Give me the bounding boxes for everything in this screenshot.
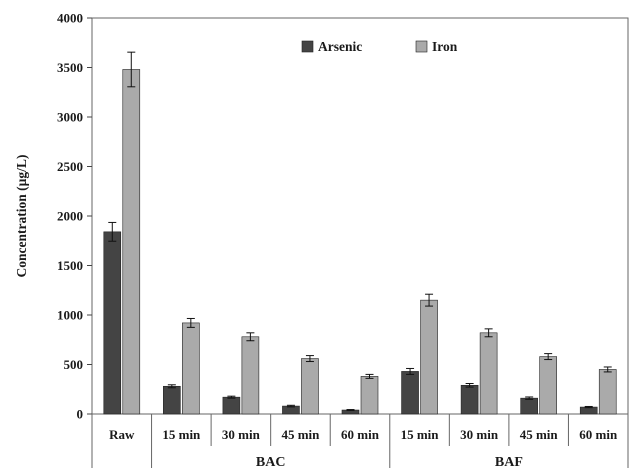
bar-arsenic-7 — [520, 397, 538, 415]
bar-arsenic-0 — [103, 231, 122, 415]
x-category-label: 30 min — [222, 427, 261, 442]
y-tick-label: 0 — [77, 407, 84, 422]
legend-swatch-iron — [415, 40, 428, 53]
y-tick-label: 1500 — [57, 258, 83, 273]
x-category-label: 30 min — [460, 427, 499, 442]
legend-label-iron: Iron — [432, 39, 458, 54]
bars — [103, 69, 617, 415]
bar-iron-6 — [479, 332, 498, 415]
bar-iron-0 — [122, 69, 141, 415]
y-tick-label: 2500 — [57, 159, 83, 174]
group-label-baf: BAF — [495, 455, 523, 468]
y-tick-label: 4000 — [57, 11, 83, 26]
legend-swatch-arsenic — [301, 40, 314, 53]
bar-arsenic-2 — [222, 396, 241, 415]
bar-arsenic-1 — [163, 385, 181, 415]
bar-iron-4 — [360, 376, 379, 415]
y-axis-ticks: 0 500 1000 1500 2000 2500 3000 3500 4000 — [57, 11, 92, 422]
x-category-label: 60 min — [579, 427, 618, 442]
legend: Arsenic Iron — [301, 39, 458, 54]
x-category-label: 45 min — [281, 427, 320, 442]
y-tick-label: 3000 — [57, 110, 83, 125]
x-category-label: 45 min — [520, 427, 559, 442]
group-label-bac: BAC — [256, 455, 286, 468]
plot-frame — [91, 17, 629, 415]
category-table: BAC BAF Raw 15 min 30 min 45 min 60 min 15 min 3… — [91, 414, 629, 468]
y-tick-label: 2000 — [57, 209, 83, 224]
x-category-label: Raw — [109, 427, 135, 442]
bar-iron-5 — [420, 299, 438, 415]
bar-iron-3 — [301, 358, 319, 415]
y-tick-label: 3500 — [57, 60, 83, 75]
x-category-label: 60 min — [341, 427, 380, 442]
bar-iron-2 — [241, 336, 260, 415]
bar-iron-7 — [539, 356, 557, 415]
y-axis-title: Concentration (µg/L) — [14, 155, 29, 278]
bar-iron-1 — [182, 322, 200, 415]
plot-border — [91, 17, 629, 415]
x-category-label: 15 min — [401, 427, 440, 442]
bar-arsenic-5 — [401, 371, 419, 415]
error-bars — [108, 51, 612, 412]
legend-label-arsenic: Arsenic — [318, 39, 362, 54]
x-category-label: 15 min — [162, 427, 201, 442]
bar-arsenic-6 — [460, 384, 479, 415]
y-tick-label: 500 — [64, 357, 84, 372]
y-tick-label: 1000 — [57, 308, 83, 323]
bar-iron-8 — [598, 369, 617, 415]
